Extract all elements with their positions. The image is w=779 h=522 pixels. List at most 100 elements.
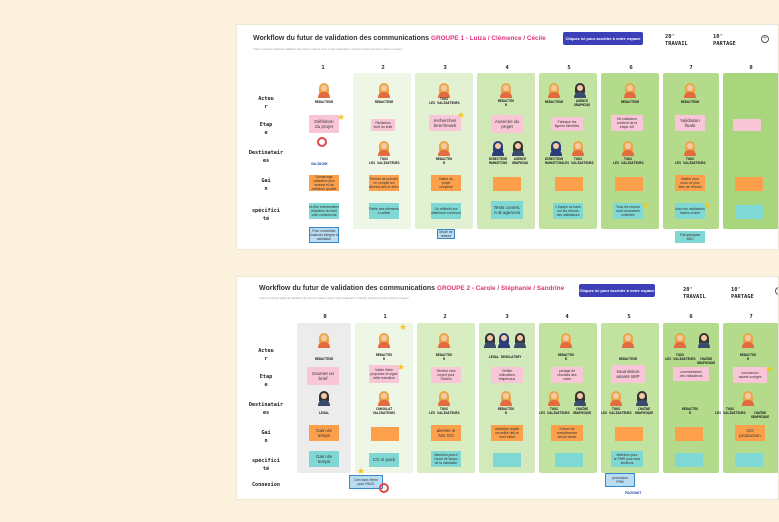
specificity-note[interactable]: Peut-être éventuellement rédaction du br… bbox=[309, 203, 339, 219]
actor-avatar bbox=[513, 333, 527, 348]
column-number: 3 bbox=[505, 314, 509, 320]
board-subtitle: Créez un process global de validation de… bbox=[259, 297, 410, 300]
actor-role: REDACTEU R bbox=[435, 353, 453, 361]
gain-note[interactable]: Validation légale recueillie dès le brie… bbox=[491, 425, 523, 441]
step-note[interactable]: soumission assets WIP bbox=[611, 365, 645, 383]
actor-avatar bbox=[683, 83, 697, 98]
step-note[interactable]: soumission assets corrigés bbox=[733, 367, 767, 383]
add-icon[interactable]: + bbox=[775, 287, 778, 295]
specificity-note[interactable]: Avec les validations faciles à faire bbox=[675, 203, 705, 219]
gain-note[interactable] bbox=[615, 427, 643, 441]
actor-avatar bbox=[377, 83, 391, 98]
access-space-button[interactable]: Cliquez ici pour accéder à votre espace bbox=[579, 284, 655, 297]
specificity-note[interactable]: On réfléchit sur plateforme commune bbox=[431, 203, 461, 219]
connection-note[interactable]: Fait quelques MAJ bbox=[675, 231, 705, 243]
gain-note[interactable] bbox=[615, 177, 643, 191]
connection-note[interactable]: Pour consolider plusieurs intégrer la va… bbox=[309, 227, 339, 243]
specificity-note[interactable] bbox=[493, 453, 521, 467]
workflow-board-group-1: Workflow du futur de validation des comm… bbox=[236, 24, 779, 250]
connection-note[interactable]: Mode de retours bbox=[437, 229, 455, 239]
connection-note[interactable]: Lien avec Helm pour PACK bbox=[349, 475, 383, 489]
specificity-note[interactable] bbox=[735, 453, 763, 467]
star-icon: ★ bbox=[337, 112, 346, 122]
step-note[interactable]: Fabrique les figures identifiés bbox=[551, 117, 583, 131]
row-label-connection: Connexion bbox=[251, 482, 281, 488]
gain-note[interactable]: Evitant de complimenter devoir tarder bbox=[551, 425, 583, 441]
connection-note[interactable]: processus PRM bbox=[605, 473, 635, 487]
actor-role: REDACTEU R bbox=[739, 353, 757, 361]
column-number: 6 bbox=[689, 314, 693, 320]
row-label-specificity: spécifici té bbox=[251, 458, 281, 472]
gain-note[interactable]: Gain de temps bbox=[309, 425, 339, 441]
add-icon[interactable]: + bbox=[761, 35, 769, 43]
specificity-note[interactable]: L'équipe se base sur les retours des val… bbox=[553, 203, 583, 219]
step-note[interactable]: partage de résultats des votes bbox=[551, 367, 583, 383]
specificity-note[interactable] bbox=[735, 205, 763, 219]
actor-avatar bbox=[317, 83, 331, 98]
specificity-note[interactable]: Gain de temps bbox=[309, 451, 339, 467]
recipient-role: TOUS LES VALIDATEURS bbox=[429, 407, 460, 415]
recipient-avatar bbox=[499, 391, 513, 406]
step-note[interactable]: Vérifier indications étaplécaux bbox=[491, 367, 523, 383]
actor-role: REDACTEUR bbox=[374, 100, 394, 104]
board-subtitle: Créez un process global de validation de… bbox=[253, 48, 404, 51]
gain-note[interactable]: Valider pour nous ne plus faire de retou… bbox=[675, 175, 705, 191]
step-note-empty[interactable] bbox=[733, 119, 761, 131]
step-note[interactable]: Soumet un brief bbox=[307, 367, 339, 385]
actor-role: LEGAL REGULATORY bbox=[488, 355, 522, 359]
specificity-note[interactable]: Attention pour le PMR pour tous secteurs bbox=[611, 451, 643, 467]
gain-note[interactable] bbox=[675, 427, 703, 441]
recipient-role: TOUS LES VALIDATEURS bbox=[563, 157, 594, 165]
recipient-role: DIRECTEUR MARKETING bbox=[488, 157, 508, 165]
gain-note[interactable]: Permet de prendre en compte les attentes… bbox=[369, 175, 399, 191]
actor-avatar bbox=[497, 333, 511, 348]
board-title: Workflow du futur de validation des comm… bbox=[253, 35, 430, 42]
recipient-role: TOUS LES VALIDATEURS bbox=[601, 407, 632, 415]
share-time-label: 10' PARTAGE bbox=[713, 34, 736, 47]
recipient-role: TOUS LES VALIDATEURS bbox=[675, 157, 706, 165]
gain-note[interactable] bbox=[555, 177, 583, 191]
column-number: 1 bbox=[383, 314, 387, 320]
specificity-note[interactable]: Tous les retours sont centralisés collec… bbox=[613, 203, 643, 219]
recipient-avatar bbox=[317, 391, 331, 406]
recipient-role: AGENCE GRAPHIQU bbox=[511, 157, 529, 165]
column-8 bbox=[723, 73, 778, 229]
row-label-recipients: Destinatair es bbox=[248, 150, 284, 164]
actor-avatar bbox=[437, 333, 451, 348]
step-note[interactable]: commentaires des validateurs bbox=[673, 367, 709, 381]
gain-note[interactable]: Démarrage validation plus sereine et de … bbox=[309, 175, 339, 191]
column-6 bbox=[663, 323, 719, 473]
specificity-note[interactable] bbox=[555, 453, 583, 467]
row-label-actor: Acteu r bbox=[258, 348, 274, 362]
specificity-note[interactable] bbox=[675, 453, 703, 467]
gain-note[interactable]: Valeur du projet comprise bbox=[431, 175, 461, 191]
column-number: 7 bbox=[689, 65, 693, 71]
access-space-button[interactable]: Cliquez ici pour accéder à votre espace bbox=[563, 32, 643, 45]
gain-note[interactable] bbox=[371, 427, 399, 441]
recipient-avatar bbox=[437, 391, 451, 406]
specificity-note[interactable]: CG si pack bbox=[369, 453, 399, 467]
gain-note[interactable] bbox=[493, 177, 521, 191]
step-note[interactable]: Validation finale bbox=[675, 115, 705, 131]
actor-role: REDACTEUR bbox=[680, 100, 700, 104]
gain-note[interactable] bbox=[735, 177, 763, 191]
specificity-note[interactable]: Tests comes, A-B agences bbox=[491, 201, 523, 219]
specificity-note[interactable]: Attention peut-il l'avoir de temps de la… bbox=[431, 451, 461, 467]
gain-note[interactable]: alertes si NO GO bbox=[431, 425, 461, 441]
actor-avatar bbox=[697, 333, 711, 348]
gain-note[interactable]: GO production bbox=[735, 425, 765, 441]
step-note[interactable]: Ne validateur contient de la étape 4/5 bbox=[611, 115, 643, 131]
recipient-role: CONSULAT VALIDATEURS bbox=[372, 407, 396, 415]
step-note[interactable]: Rédaction écrit du brief bbox=[371, 119, 395, 131]
work-time-label: 20' TRAVAIL bbox=[665, 34, 688, 47]
step-note[interactable]: Revient vers expert pour Obtient bbox=[431, 367, 461, 383]
specificity-note[interactable]: Partie des éléments à valider bbox=[369, 203, 399, 219]
actor-avatar bbox=[741, 333, 755, 348]
step-note[interactable]: Définition du projet bbox=[309, 115, 339, 133]
group-title: GROUPE 1 - Luiza / Clémence / Cécile bbox=[431, 35, 546, 42]
step-note[interactable]: recherches benchmark bbox=[429, 115, 461, 131]
row-label-gain: Gai n bbox=[261, 430, 271, 444]
step-note[interactable]: Avancée du projet bbox=[491, 115, 523, 133]
column-number: 4 bbox=[505, 65, 509, 71]
step-note[interactable]: Valide l'idée proposée et signe cette tr… bbox=[369, 365, 399, 383]
